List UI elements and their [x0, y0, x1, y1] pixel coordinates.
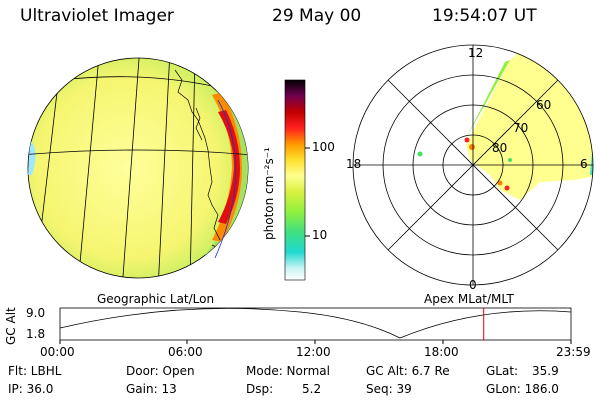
x-tick-label: 00:00 — [40, 345, 75, 359]
gc-alt-status: GC Alt: 6.7 Re — [366, 364, 450, 378]
altitude-curve — [59, 308, 572, 339]
polar-panel-label: Apex MLat/MLT — [424, 292, 514, 306]
mlat-label-70: 70 — [513, 121, 529, 135]
mlt-label-left: 18 — [346, 157, 362, 171]
ip-status: IP: 36.0 — [8, 382, 54, 396]
mlt-label-bottom: 0 — [469, 278, 477, 292]
mlat-label-80: 80 — [492, 141, 508, 155]
mode-status: Mode: Normal — [246, 364, 330, 378]
mlt-label-right: 6 — [580, 157, 588, 171]
altitude-ylabel: GC Alt — [4, 307, 18, 345]
mlt-label-top: 12 — [468, 46, 484, 60]
dsp-label: Dsp: — [246, 382, 274, 396]
time-label: 19:54:07 UT — [432, 6, 537, 26]
earth-disk — [27, 57, 249, 279]
colorbar-tick-high: 100 — [312, 140, 335, 154]
instrument-title: Ultraviolet Imager — [20, 6, 174, 26]
glat-value: 35.9 — [532, 364, 559, 378]
x-tick-label: 12:00 — [296, 345, 331, 359]
geo-panel-label: Geographic Lat/Lon — [97, 292, 215, 306]
polar-grid — [352, 44, 594, 286]
glat-label: GLat: — [486, 364, 519, 378]
dsp-value: 5.2 — [302, 382, 322, 396]
x-tick-label: 18:00 — [424, 345, 459, 359]
glon-status: GLon: 186.0 — [486, 382, 559, 396]
colorbar-tick-low: 10 — [312, 228, 328, 242]
x-tick-label: 06:00 — [168, 345, 203, 359]
door-status: Door: Open — [126, 364, 195, 378]
date-label: 29 May 00 — [272, 6, 362, 26]
altitude-plot — [59, 307, 572, 344]
x-tick-label: 23:59 — [556, 345, 591, 359]
colorbar-unit-label: photon cm⁻²s⁻¹ — [262, 147, 276, 240]
gain-status: Gain: 13 — [126, 382, 177, 396]
altitude-y-top: 9.0 — [26, 306, 46, 320]
polar-plot — [352, 44, 594, 286]
filter-status: Flt: LBHL — [8, 364, 62, 378]
altitude-y-bottom: 1.8 — [26, 327, 46, 341]
seq-status: Seq: 39 — [366, 382, 412, 396]
colorbar — [284, 79, 306, 281]
mlat-label-60: 60 — [536, 98, 552, 112]
